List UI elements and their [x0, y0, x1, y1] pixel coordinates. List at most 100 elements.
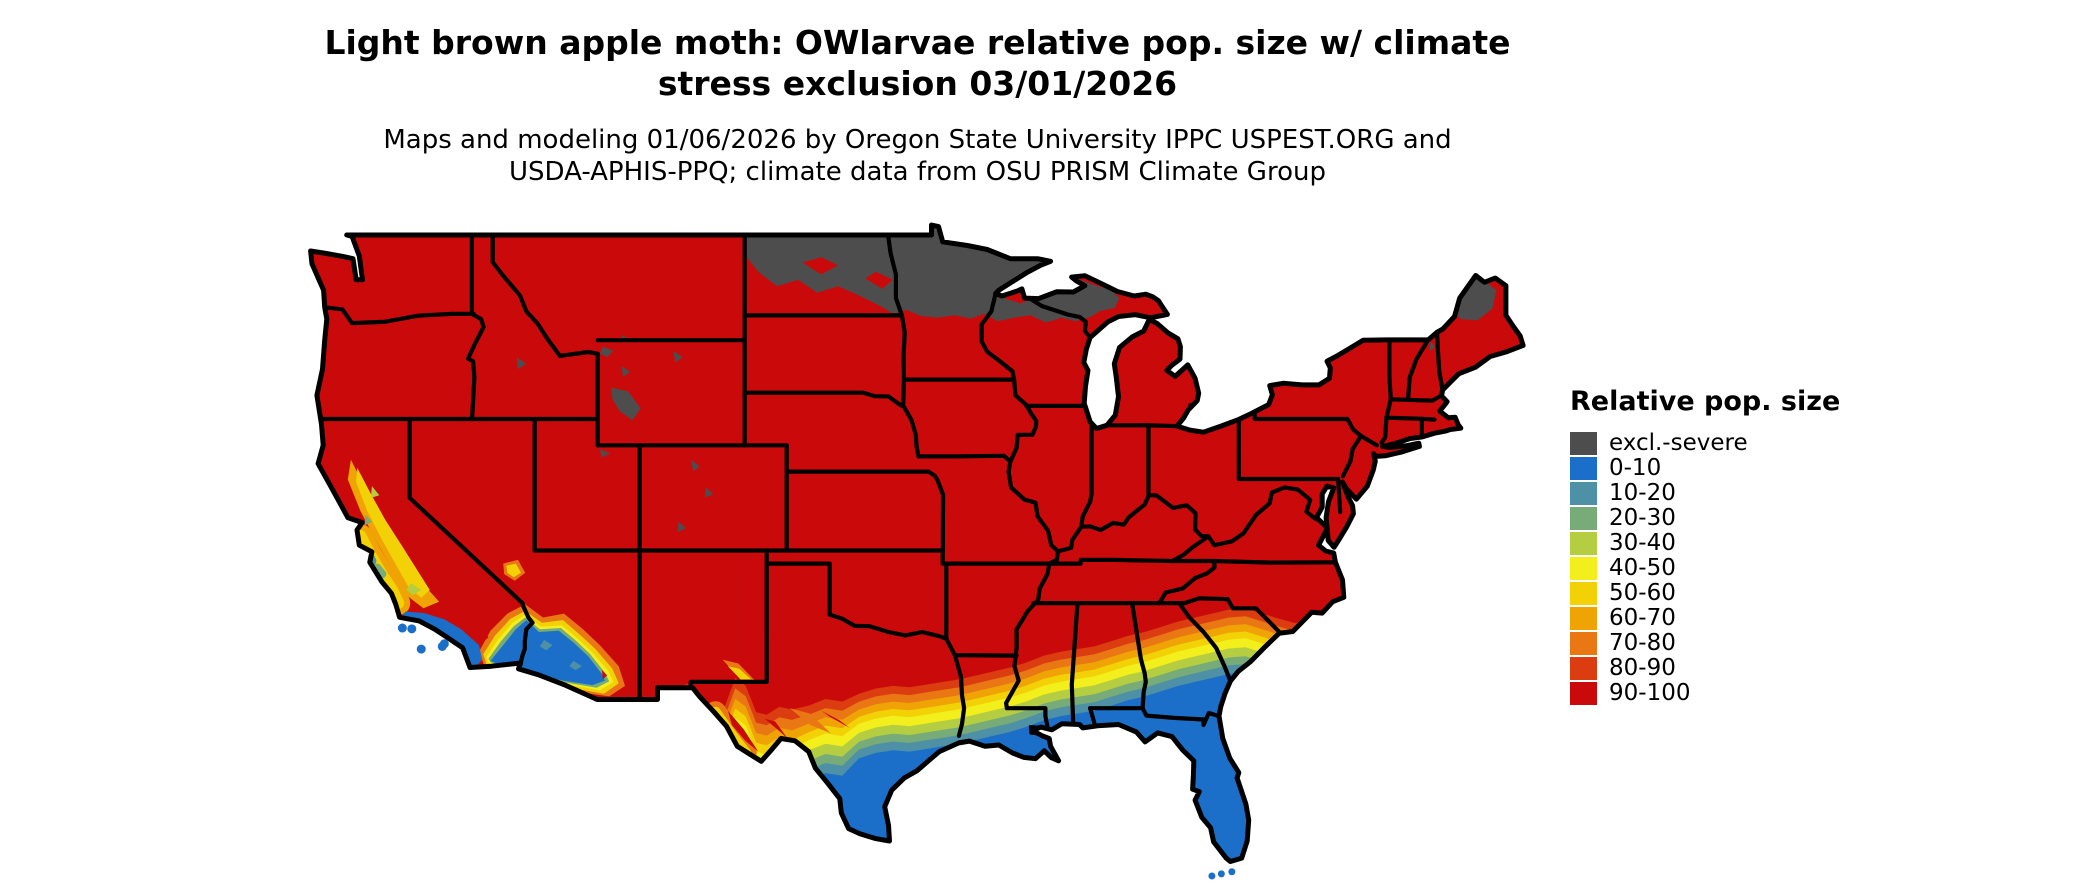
- conus-outline: [308, 222, 1526, 864]
- tx-hillcountry-patch: [789, 708, 831, 734]
- state-border: [952, 653, 967, 738]
- red-inlier-nd: [802, 257, 839, 275]
- state-border: [688, 548, 769, 689]
- legend-item: 40-50: [1570, 556, 1840, 581]
- tx-hillcountry-patch: [821, 710, 850, 728]
- socal-mountains: [450, 614, 476, 625]
- state-border: [944, 636, 1019, 658]
- tx-mountain-patch: [727, 710, 759, 752]
- state-border: [1182, 596, 1283, 635]
- state-border: [466, 311, 486, 422]
- excluded-co-rockies: [691, 459, 700, 472]
- legend-label: 0-10: [1609, 455, 1662, 481]
- legend-label: excl.-severe: [1609, 430, 1748, 456]
- legend-label: 70-80: [1609, 630, 1676, 656]
- excluded-id-rockies: [516, 357, 527, 370]
- state-border: [1088, 706, 1222, 728]
- state-border: [1157, 558, 1217, 606]
- state-border: [1028, 297, 1093, 340]
- state-border: [1004, 706, 1051, 732]
- legend-item: 80-90: [1570, 656, 1840, 681]
- legend-label: 20-30: [1609, 505, 1676, 531]
- state-border: [1358, 433, 1379, 448]
- state-border: [742, 390, 904, 408]
- state-borders: [315, 232, 1445, 738]
- state-border: [926, 469, 946, 553]
- excluded-absaroka: [621, 366, 631, 377]
- state-border: [1130, 601, 1148, 711]
- state-border: [1236, 452, 1341, 482]
- legend-item: excl.-severe: [1570, 431, 1840, 456]
- legend-item: 20-30: [1570, 506, 1840, 531]
- state-border: [764, 561, 949, 641]
- state-border: [916, 453, 1013, 464]
- excluded-co-rockies: [704, 487, 714, 498]
- excluded-wind-river: [611, 387, 641, 421]
- legend-swatch-80-90: [1570, 657, 1597, 680]
- figure-title-line1: Light brown apple moth: OWlarvae relativ…: [324, 23, 1511, 62]
- state-border: [1336, 476, 1343, 515]
- legend-item: 70-80: [1570, 631, 1840, 656]
- florida-keys-dot: [1217, 870, 1225, 878]
- legend-rows: excl.-severe 0-10 10-20 20-30 30-40 40-50 50-6…: [1570, 431, 1840, 706]
- state-border: [899, 313, 907, 382]
- legend-label: 10-20: [1609, 480, 1676, 506]
- legend-item: 10-20: [1570, 481, 1840, 506]
- legend-swatch-excl.-severe: [1570, 432, 1597, 455]
- state-border: [1079, 423, 1094, 529]
- state-border: [1104, 423, 1180, 429]
- state-border: [1252, 409, 1364, 438]
- valley-speck-30-40: [406, 583, 422, 596]
- red-inlier-nd: [865, 271, 893, 289]
- state-border: [901, 377, 921, 459]
- state-border: [322, 305, 476, 326]
- sw-teal-speck: [569, 660, 582, 671]
- state-border: [1340, 433, 1364, 479]
- valley-speck-20-30: [364, 515, 372, 526]
- state-border: [1379, 415, 1389, 445]
- channel-island-dot: [397, 623, 407, 633]
- state-border: [1388, 393, 1443, 403]
- state-border: [1434, 330, 1445, 392]
- state-border: [979, 291, 1061, 711]
- excluded-bighorn: [673, 350, 683, 363]
- legend-swatch-90-100: [1570, 682, 1597, 705]
- legend-item: 30-40: [1570, 531, 1840, 556]
- excluded-nh-speck: [1429, 341, 1436, 351]
- legend-label: 90-100: [1609, 680, 1691, 706]
- figure-header: Light brown apple moth: OWlarvae relativ…: [305, 22, 1530, 188]
- legend-item: 50-60: [1570, 581, 1840, 606]
- map-fill-layers: [310, 225, 1524, 862]
- channel-island-dot: [407, 624, 417, 634]
- excluded-uinta: [599, 449, 611, 458]
- legend-title: Relative pop. size: [1570, 386, 1841, 417]
- central-valley-core-50-60: [356, 467, 430, 598]
- legend-item: 0-10: [1570, 456, 1840, 481]
- state-border: [1069, 601, 1080, 729]
- state-border: [1048, 557, 1338, 566]
- legend: Relative pop. size excl.-severe 0-10 10-20…: [1570, 386, 1840, 706]
- state-border: [1170, 534, 1211, 564]
- legend-swatch-30-40: [1570, 532, 1597, 555]
- legend-swatch-20-30: [1570, 507, 1597, 530]
- legend-label: 50-60: [1609, 580, 1676, 606]
- valley-speck-30-40: [370, 486, 380, 498]
- channel-island-dot: [416, 644, 426, 654]
- legend-swatch-40-50: [1570, 557, 1597, 580]
- socal-mountains: [475, 630, 489, 644]
- legend-swatch-70-80: [1570, 632, 1597, 655]
- sw-teal-speck: [539, 639, 553, 651]
- excluded-co-rockies: [677, 521, 686, 533]
- state-border: [886, 232, 904, 318]
- legend-label: 80-90: [1609, 655, 1676, 681]
- state-border: [1387, 337, 1393, 402]
- excluded-yellowstone: [599, 346, 614, 358]
- florida-keys-dot: [1208, 872, 1216, 880]
- nm-patch-50-60: [727, 666, 751, 680]
- legend-swatch-10-20: [1570, 482, 1597, 505]
- vegas-patch-50-60: [506, 563, 521, 578]
- legend-swatch-50-60: [1570, 582, 1597, 605]
- state-border: [1177, 601, 1233, 684]
